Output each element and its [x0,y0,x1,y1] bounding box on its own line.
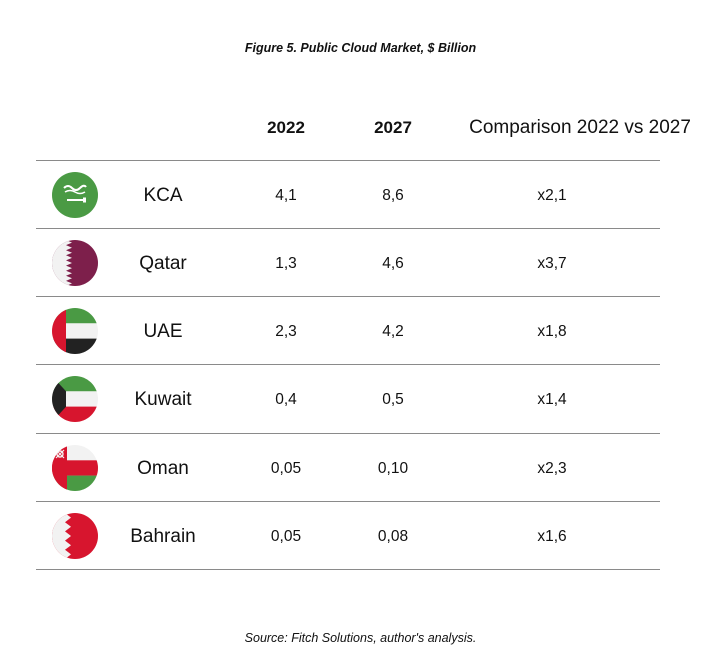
comparison-value: x1,8 [537,323,567,340]
country-name: Bahrain [130,526,196,547]
comparison-value: x1,4 [537,391,567,408]
country-name: Kuwait [134,389,192,410]
value-2027: 0,10 [377,460,409,477]
uae-flag-icon [52,308,98,354]
table-rule [36,569,660,570]
country-name: KCA [143,185,183,206]
country-name: Qatar [139,253,187,274]
value-2027: 0,5 [382,391,404,408]
oman-flag-icon [52,445,98,491]
table-row: Qatar 1,3 4,6 x3,7 [36,229,660,297]
source-note: Source: Fitch Solutions, author's analys… [244,631,477,645]
kuwait-flag-icon [52,376,98,422]
figure-title: Figure 5. Public Cloud Market, $ Billion [244,41,477,55]
table-row: Bahrain 0,05 0,08 x1,6 [36,502,660,570]
table-rule [36,160,660,161]
bahrain-flag-icon [52,513,98,559]
table-row: KCA 4,1 8,6 x2,1 [36,161,660,229]
value-2022: 0,05 [270,528,302,545]
value-2027: 0,08 [377,528,409,545]
value-2027: 8,6 [382,187,404,204]
value-2027: 4,6 [382,255,404,272]
table-row: Kuwait 0,4 0,5 x1,4 [36,365,660,433]
table-rule [36,296,660,297]
qatar-flag-icon [52,240,98,286]
comparison-value: x3,7 [537,255,567,272]
value-2022: 1,3 [275,255,297,272]
comparison-value: x1,6 [537,528,567,545]
table-row: UAE 2,3 4,2 x1,8 [36,297,660,365]
table-rule [36,364,660,365]
comparison-value: x2,3 [537,460,567,477]
value-2027: 4,2 [382,323,404,340]
country-name: UAE [143,321,183,342]
value-2022: 4,1 [275,187,297,204]
value-2022: 2,3 [275,323,297,340]
table-rule [36,228,660,229]
table-rule [36,433,660,434]
comparison-value: x2,1 [537,187,567,204]
table-rule [36,501,660,502]
header-2022: 2022 [267,118,305,137]
header-2027: 2027 [374,118,412,137]
country-name: Oman [137,458,189,479]
value-2022: 0,05 [270,460,302,477]
saudi-arabia-flag-icon [52,172,98,218]
table-row: Oman 0,05 0,10 x2,3 [36,434,660,502]
header-comparison: Comparison 2022 vs 2027 [469,117,691,138]
value-2022: 0,4 [275,391,297,408]
